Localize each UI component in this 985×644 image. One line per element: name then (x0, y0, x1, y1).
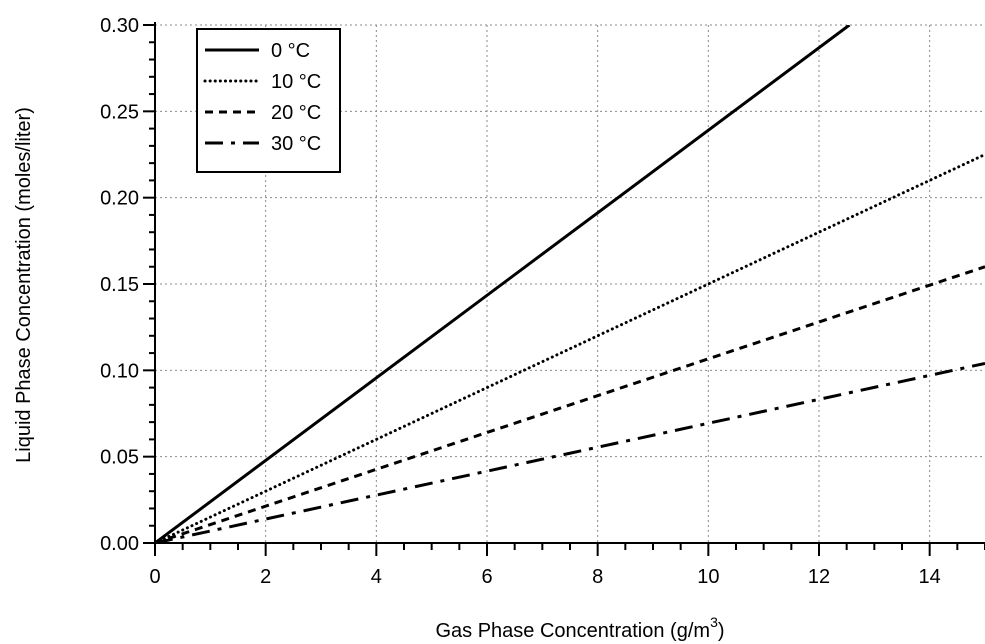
y-tick-label-2: 0.10 (100, 360, 139, 382)
x-tick-label-6: 12 (808, 566, 830, 588)
x-tick-label-1: 2 (260, 566, 271, 588)
legend-box (196, 28, 341, 173)
x-axis-label: Gas Phase Concentration (g/m3) (435, 614, 724, 642)
legend-label-2: 20 °C (271, 102, 321, 124)
legend-label-1: 10 °C (271, 71, 321, 93)
x-tick-label-3: 6 (481, 566, 492, 588)
x-tick-label-4: 8 (592, 566, 603, 588)
series-line-2 (155, 265, 985, 543)
grid (155, 24, 985, 543)
x-tick-label-0: 0 (149, 566, 160, 588)
y-tick-label-6: 0.30 (100, 15, 139, 37)
y-tick-label-3: 0.15 (100, 274, 139, 296)
y-tick-label-4: 0.20 (100, 188, 139, 210)
y-axis-label: Liquid Phase Concentration (moles/liter) (13, 107, 35, 463)
y-tick-label-5: 0.25 (100, 101, 139, 123)
series-line-0 (155, 25, 851, 543)
x-axis-label-close: ) (718, 620, 725, 642)
y-tick-label-1: 0.05 (100, 447, 139, 469)
x-tick-label-5: 10 (697, 566, 719, 588)
legend-label-0: 0 °C (271, 40, 310, 62)
tick-labels: 0 2 4 6 8 10 12 14 0.00 0.05 0.10 0.15 0.20 0.25 0.30 (100, 15, 941, 588)
series-line-3 (155, 361, 985, 543)
axes (143, 22, 985, 556)
legend-label-3: 30 °C (271, 133, 321, 155)
series-line-1 (155, 153, 985, 543)
y-tick-label-0: 0.00 (100, 533, 139, 555)
series-lines (155, 25, 985, 543)
x-tick-label-2: 4 (371, 566, 382, 588)
x-tick-label-7: 14 (919, 566, 941, 588)
x-axis-label-superscript: 3 (710, 614, 718, 630)
legend: 0 °C 10 °C 20 °C 30 °C (196, 28, 341, 173)
x-axis-label-main: Gas Phase Concentration (g/m (435, 620, 710, 642)
